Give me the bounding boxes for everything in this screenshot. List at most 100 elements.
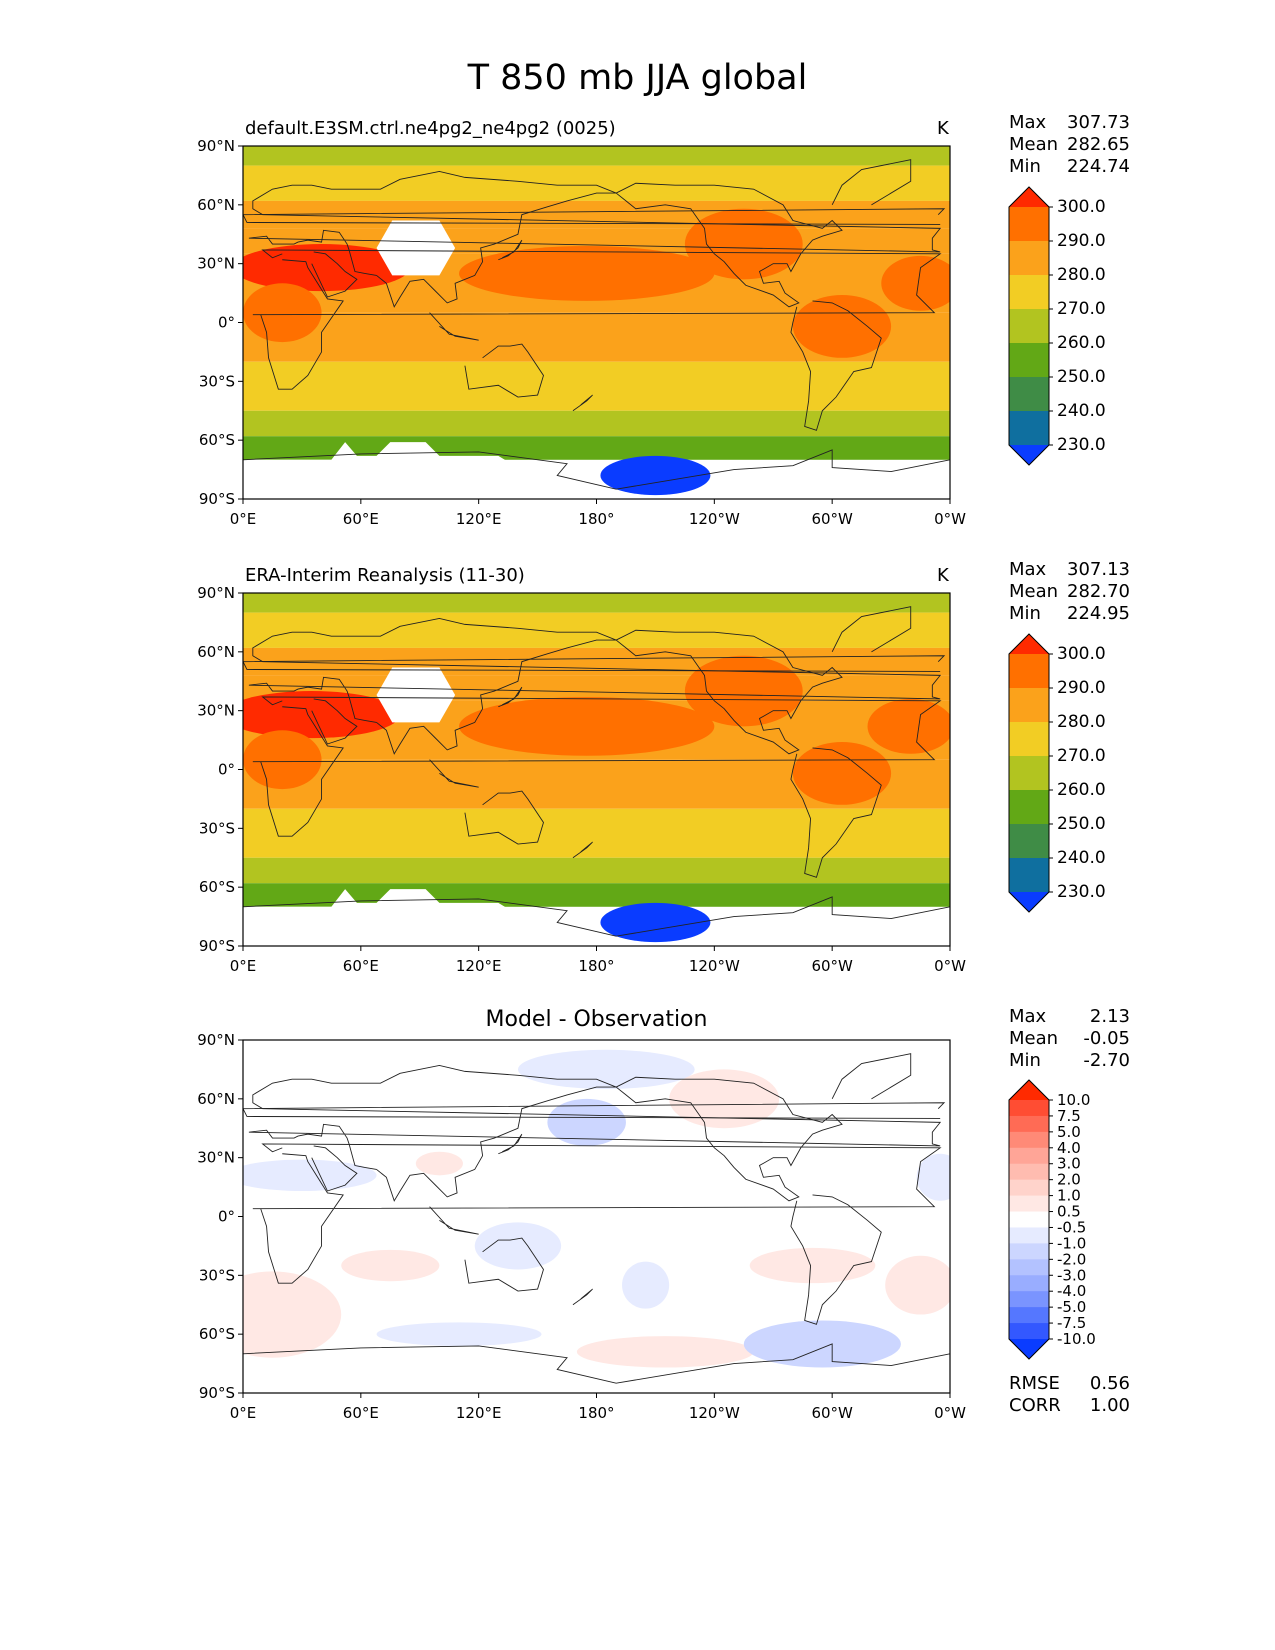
colorbar-label: 230.0 xyxy=(1057,882,1106,902)
map-anomaly xyxy=(881,255,950,311)
coastline xyxy=(790,300,882,431)
x-tick-label: 0°W xyxy=(934,510,966,528)
colorbar-segment xyxy=(1009,275,1049,310)
x-tick-label: 0°W xyxy=(934,1404,966,1422)
y-tick-label: 60°S xyxy=(199,431,235,449)
colorbar-segment xyxy=(1009,1211,1049,1228)
y-tick-label: 0° xyxy=(218,314,235,332)
panel-2-title: ERA-Interim Reanalysis (11-30) xyxy=(245,565,525,586)
coastline xyxy=(831,1053,912,1100)
masked-region xyxy=(376,220,456,276)
panel-3-stat-values: 2.13 -0.05 -2.70 xyxy=(1060,1006,1130,1072)
x-tick-label: 60°E xyxy=(343,957,379,975)
colorbar-label: 1.0 xyxy=(1057,1187,1081,1205)
colorbar-label: -3.0 xyxy=(1057,1266,1086,1284)
colorbar-label: -4.0 xyxy=(1057,1282,1086,1300)
coastline xyxy=(498,1133,523,1155)
colorbar-label: 2.0 xyxy=(1057,1171,1081,1189)
colorbar-segment xyxy=(1009,1115,1049,1133)
y-tick-label: 90°N xyxy=(197,584,235,602)
map-anomaly xyxy=(243,283,322,343)
x-tick-label: 60°W xyxy=(811,1404,853,1422)
coastline xyxy=(498,686,523,708)
y-tick-label: 90°S xyxy=(199,1384,235,1402)
coastline xyxy=(311,251,358,298)
colorbar-segment xyxy=(1009,688,1049,723)
panel-1-stat-values: 307.73 282.65 224.74 xyxy=(1060,112,1130,178)
y-tick-label: 30°S xyxy=(199,819,235,837)
colorbar-segment xyxy=(1009,309,1049,344)
map-band xyxy=(243,612,950,648)
coastline xyxy=(243,655,946,672)
map-anomaly xyxy=(243,1271,342,1358)
y-tick-label: 30°N xyxy=(197,1149,235,1167)
min-value: 224.95 xyxy=(1067,603,1130,624)
colorbar-segment xyxy=(1009,858,1049,893)
map-anomaly xyxy=(743,1320,901,1368)
y-tick-label: 60°N xyxy=(197,196,235,214)
min-label: Min xyxy=(1009,603,1041,624)
colorbar-label: -0.5 xyxy=(1057,1218,1086,1236)
coastline xyxy=(464,343,544,398)
colorbar-segment xyxy=(1009,1275,1049,1292)
map-anomaly xyxy=(600,902,711,943)
max-label: Max xyxy=(1009,1006,1047,1027)
colorbar-label: 0.5 xyxy=(1057,1203,1081,1221)
panel-3-metric-labels: RMSE CORR xyxy=(1009,1373,1061,1417)
map-band xyxy=(243,593,950,613)
panel-2-stat-values: 307.13 282.70 224.95 xyxy=(1060,559,1130,625)
map-band xyxy=(243,857,950,884)
colorbar-segment xyxy=(1009,722,1049,757)
map-band xyxy=(243,165,950,201)
coastline xyxy=(243,1102,946,1119)
y-tick-label: 60°S xyxy=(199,1325,235,1343)
mean-label: Mean xyxy=(1009,1028,1059,1049)
colorbar-segment xyxy=(1009,1195,1049,1213)
map-anomaly xyxy=(622,1261,670,1309)
colorbar-label: 4.0 xyxy=(1057,1139,1081,1157)
colorbar-label: 5.0 xyxy=(1057,1123,1081,1141)
colorbar-label: 250.0 xyxy=(1057,814,1106,834)
coastline xyxy=(615,1076,843,1202)
x-tick-label: 180° xyxy=(578,510,614,528)
y-tick-label: 0° xyxy=(218,761,235,779)
coastline xyxy=(790,747,882,878)
masked-region xyxy=(737,479,950,499)
colorbar-segment xyxy=(1009,1179,1049,1197)
coastline xyxy=(831,606,912,653)
coastline xyxy=(464,1237,544,1292)
coastline xyxy=(311,1145,358,1192)
rmse-value: 0.56 xyxy=(1089,1373,1130,1394)
coastline xyxy=(615,182,843,308)
coastline xyxy=(429,759,479,788)
y-tick-label: 90°N xyxy=(197,1031,235,1049)
colorbar-label: -10.0 xyxy=(1057,1330,1096,1348)
panel-3-metric-values: 0.56 1.00 xyxy=(1060,1373,1130,1417)
map-anomaly xyxy=(474,1222,562,1270)
map-anomaly xyxy=(749,1247,876,1284)
min-label: Min xyxy=(1009,156,1041,177)
coastline xyxy=(243,208,946,225)
panel-3-title: Model - Observation xyxy=(485,1007,708,1032)
colorbar-label: 230.0 xyxy=(1057,435,1106,455)
colorbar-label: 260.0 xyxy=(1057,780,1106,800)
max-label: Max xyxy=(1009,559,1047,580)
colorbar-label: -5.0 xyxy=(1057,1298,1086,1316)
colorbar-segment xyxy=(1009,654,1049,689)
mean-label: Mean xyxy=(1009,134,1059,155)
x-tick-label: 60°W xyxy=(811,957,853,975)
colorbar-label: 250.0 xyxy=(1057,367,1106,387)
colorbar-segment xyxy=(1009,343,1049,378)
panel-1-stat-labels: Max Mean Min xyxy=(1009,112,1058,178)
map-anomaly xyxy=(547,1098,626,1146)
map-fill xyxy=(243,593,950,946)
max-value: 307.73 xyxy=(1067,112,1130,133)
colorbar-label: 290.0 xyxy=(1057,231,1106,251)
x-tick-label: 120°W xyxy=(689,957,740,975)
mean-label: Mean xyxy=(1009,581,1059,602)
map-anomaly xyxy=(459,696,715,756)
map-anomaly xyxy=(885,1255,950,1315)
colorbar-extend-bottom xyxy=(1009,445,1049,465)
coastline xyxy=(464,790,544,845)
